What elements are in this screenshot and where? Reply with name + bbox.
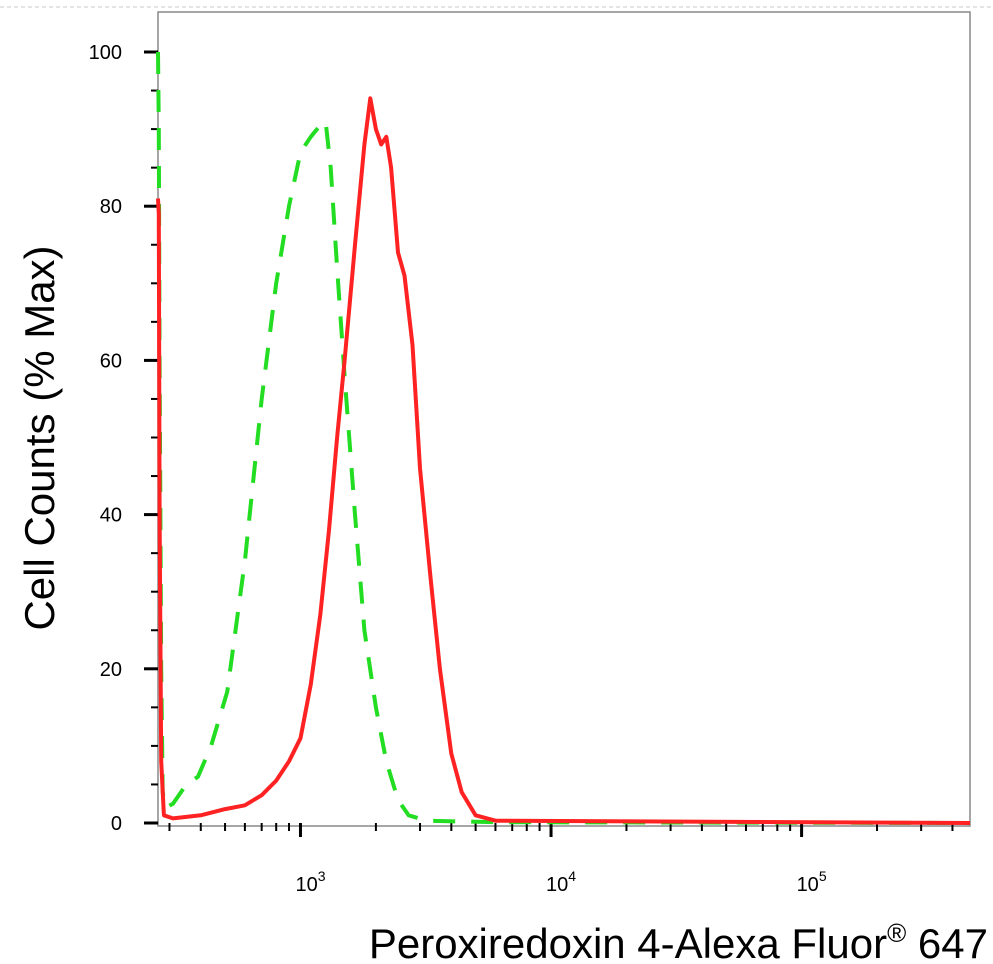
y-tick-label-80: 80 [100, 196, 122, 218]
y-tick-label-60: 60 [100, 350, 122, 372]
x-axis-title-text: Peroxiredoxin 4-Alexa Fluor [369, 920, 887, 964]
y-tick-label-0: 0 [111, 813, 122, 835]
x-tick-label-100000: 105 [797, 868, 827, 896]
x-axis: 103 104 105 [168, 823, 954, 896]
x-axis-title-registered-mark: ® [887, 918, 906, 948]
y-tick-label-20: 20 [100, 659, 122, 681]
series-solid-line [156, 96, 971, 825]
y-tick-label-40: 40 [100, 505, 122, 527]
x-axis-title: Peroxiredoxin 4-Alexa Fluor® 647 [369, 918, 988, 964]
series-dashed-line [156, 51, 971, 825]
y-axis-title: Cell Counts (% Max) [16, 245, 63, 630]
y-tick-label-100: 100 [89, 42, 122, 64]
y-axis: 0 20 40 60 80 100 [89, 42, 158, 835]
x-tick-label-1000: 103 [295, 868, 325, 896]
x-tick-label-10000: 104 [546, 868, 576, 896]
plot-frame [157, 11, 971, 827]
x-axis-title-suffix: 647 [906, 920, 988, 964]
series-layer [156, 51, 971, 825]
